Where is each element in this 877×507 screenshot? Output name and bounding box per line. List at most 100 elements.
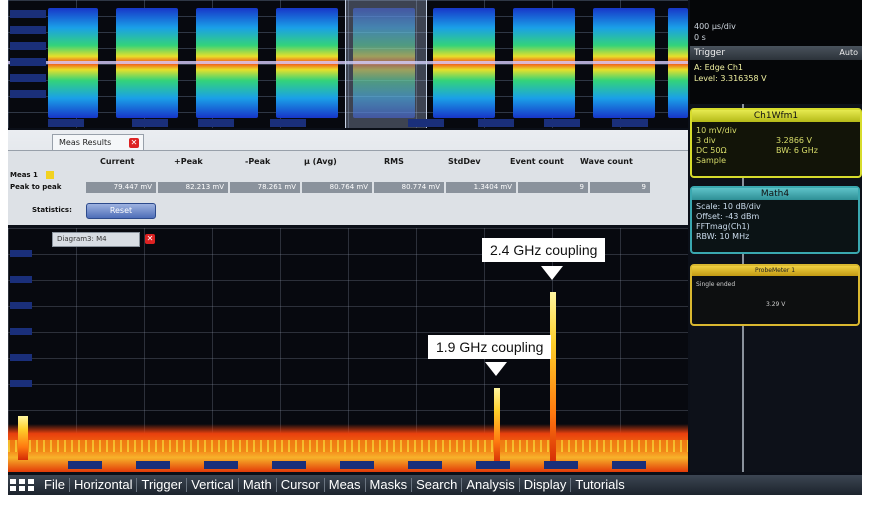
meas-label: Meas 1 — [10, 171, 38, 179]
diagram-tab-label: Diagram3: M4 — [57, 235, 107, 243]
menu-cursor[interactable]: Cursor — [275, 478, 324, 492]
x-axis-label — [408, 119, 444, 127]
y-axis-label — [10, 354, 32, 361]
column-header: μ (Avg) — [304, 157, 337, 166]
ch1-mode: Sample — [696, 156, 726, 165]
close-icon[interactable]: ✕ — [145, 234, 155, 244]
column-header: RMS — [384, 157, 404, 166]
column-header: Current — [100, 157, 135, 166]
trigger-source: A: Edge Ch1 — [694, 63, 743, 72]
x-axis-label — [544, 461, 578, 469]
menu-file[interactable]: File — [44, 477, 65, 492]
trigger-header[interactable]: Trigger Auto — [690, 46, 862, 60]
diagram-tab[interactable]: Diagram3: M4 ✕ — [52, 232, 155, 247]
y-axis-label — [10, 26, 46, 34]
x-axis-label — [270, 119, 306, 127]
probe-value: 3.29 V — [766, 301, 786, 308]
menu-horizontal[interactable]: Horizontal — [68, 478, 137, 492]
menu-math[interactable]: Math — [237, 478, 276, 492]
signal-baseline — [8, 61, 688, 64]
menu-search[interactable]: Search — [411, 478, 461, 492]
x-axis-label — [48, 119, 84, 127]
x-axis-label — [612, 119, 648, 127]
math-4-box[interactable]: Math4 Scale: 10 dB/div Offset: -43 dBm F… — [690, 186, 860, 254]
noise-floor-texture — [8, 440, 688, 452]
y-axis-label — [10, 90, 46, 98]
column-header: +Peak — [174, 157, 203, 166]
y-axis-label — [10, 380, 32, 387]
y-axis-label — [10, 58, 46, 66]
probe-meter-box[interactable]: ProbeMeter 1 Single ended 3.29 V — [690, 264, 860, 326]
math-function: FFTmag(Ch1) — [696, 222, 750, 231]
app-grid-icon[interactable] — [10, 479, 36, 491]
menu-masks[interactable]: Masks — [364, 478, 412, 492]
y-axis-label — [10, 276, 32, 283]
value-wave-count: 9 — [590, 182, 650, 193]
y-axis-label — [10, 42, 46, 50]
zoom-selection[interactable] — [345, 0, 427, 128]
menu-display[interactable]: Display — [518, 478, 571, 492]
trigger-mode: Auto — [839, 48, 858, 57]
y-axis-label — [10, 328, 32, 335]
math-offset: Offset: -43 dBm — [696, 212, 760, 221]
meas-results-panel: Meas Results ✕ Current +Peak -Peak μ (Av… — [8, 130, 688, 225]
x-axis-label — [204, 461, 238, 469]
channel-1-box[interactable]: Ch1Wfm1 10 mV/div 3 div 3.2866 V DC 50Ω … — [690, 108, 862, 178]
timebase-position: 0 s — [694, 33, 706, 42]
menu-items: File Horizontal Trigger Vertical Math Cu… — [40, 475, 629, 495]
probe-meter-header: ProbeMeter 1 — [692, 266, 858, 276]
close-icon[interactable]: ✕ — [129, 138, 139, 148]
oscilloscope-screen: Meas Results ✕ Current +Peak -Peak μ (Av… — [8, 0, 862, 495]
statistics-label: Statistics: — [32, 206, 72, 214]
dc-peak — [18, 416, 28, 460]
menu-trigger[interactable]: Trigger — [136, 478, 186, 492]
column-header: StdDev — [448, 157, 481, 166]
menu-tutorials[interactable]: Tutorials — [570, 478, 628, 492]
trigger-level: Level: 3.316358 V — [694, 74, 767, 83]
ch1-bandwidth: BW: 6 GHz — [776, 146, 818, 155]
y-axis-label — [10, 10, 46, 18]
spectrum-diagram[interactable]: Diagram3: M4 ✕ — [8, 228, 688, 472]
column-header: Event count — [510, 157, 564, 166]
reset-button[interactable]: Reset — [86, 203, 156, 219]
x-axis-label — [612, 461, 646, 469]
probe-mode: Single ended — [696, 281, 736, 288]
math-4-header: Math4 — [692, 188, 858, 200]
callout-1-9ghz: 1.9 GHz coupling — [428, 335, 552, 359]
menu-bar: File Horizontal Trigger Vertical Math Cu… — [8, 475, 862, 495]
waveform-diagram[interactable] — [8, 0, 688, 128]
value-event-count: 9 — [518, 182, 588, 193]
math-rbw: RBW: 10 MHz — [696, 232, 750, 241]
meas-results-tab[interactable]: Meas Results ✕ — [52, 134, 144, 151]
x-axis-label — [68, 461, 102, 469]
y-axis-label — [10, 74, 46, 82]
row-label: Peak to peak — [10, 183, 62, 191]
x-axis-label — [544, 119, 580, 127]
column-header: Wave count — [580, 157, 633, 166]
ch1-coupling: DC 50Ω — [696, 146, 727, 155]
x-axis-label — [132, 119, 168, 127]
menu-meas[interactable]: Meas — [323, 478, 365, 492]
menu-analysis[interactable]: Analysis — [461, 478, 518, 492]
timebase-scale: 400 μs/div — [694, 22, 736, 31]
ch1-offset-value: 3.2866 V — [776, 136, 813, 145]
x-axis-label — [198, 119, 234, 127]
right-info-panel: 400 μs/div 0 s Trigger Auto A: Edge Ch1 … — [690, 0, 862, 472]
ch1-scale: 10 mV/div — [696, 126, 737, 135]
spectral-peak-2-4ghz — [550, 292, 556, 464]
ch1-offset: 3 div — [696, 136, 716, 145]
callout-2-4ghz: 2.4 GHz coupling — [482, 238, 606, 262]
x-axis-label — [478, 119, 514, 127]
x-axis-label — [136, 461, 170, 469]
meas-indicator — [46, 171, 54, 179]
callout-2-4ghz-pointer — [541, 266, 563, 280]
menu-vertical[interactable]: Vertical — [186, 478, 238, 492]
value-rms: 80.774 mV — [374, 182, 444, 193]
math-scale: Scale: 10 dB/div — [696, 202, 761, 211]
trigger-title: Trigger — [694, 48, 726, 58]
value-stddev: 1.3404 mV — [446, 182, 516, 193]
meas-results-table: Current +Peak -Peak μ (Avg) RMS StdDev E… — [8, 150, 688, 225]
y-axis-label — [10, 250, 32, 257]
value-minus-peak: 78.261 mV — [230, 182, 300, 193]
x-axis-label — [272, 461, 306, 469]
